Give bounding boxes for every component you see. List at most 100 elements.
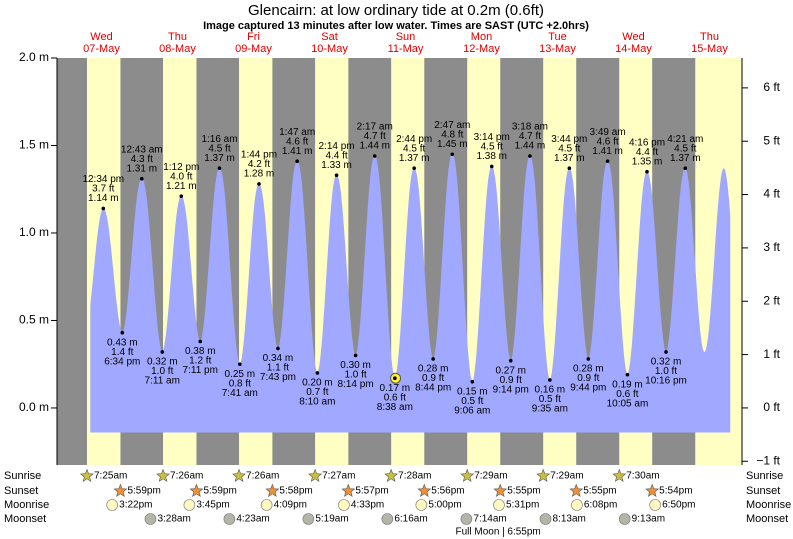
- tide-label: 4.5 ft: [208, 143, 230, 154]
- tide-point: [315, 371, 320, 375]
- sunrise-icon: [308, 468, 323, 482]
- day-weekday: Tue: [548, 31, 567, 43]
- tide-label: 4.7 ft: [519, 131, 541, 142]
- sunrise-icon: [536, 468, 551, 482]
- tide-label: 4.4 ft: [325, 150, 347, 161]
- tide-label: 3:18 am: [512, 122, 548, 133]
- sunrise-time: 7:30am: [626, 471, 659, 482]
- y-tick-label: 0.0 m: [19, 400, 49, 414]
- tide-point: [528, 154, 532, 158]
- row-label-right: Moonrise: [746, 499, 791, 511]
- moonrise-time: 6:50pm: [662, 500, 695, 511]
- tide-label: 9:06 am: [454, 405, 490, 416]
- moonset-icon: [618, 513, 631, 525]
- tide-point: [101, 206, 106, 211]
- tide-label: 0.32 m: [147, 357, 178, 368]
- sunrise-icon: [612, 468, 627, 482]
- tide-label: 1.37 m: [204, 153, 235, 164]
- tide-label: 3:49 am: [590, 127, 626, 138]
- sunset-icon: [113, 483, 128, 497]
- tide-point: [198, 339, 203, 344]
- day-date: 11-May: [388, 43, 424, 55]
- sunset-icon: [493, 483, 508, 497]
- sunset-time: 5:55pm: [583, 486, 616, 497]
- sunrise-time: 7:26am: [170, 471, 203, 482]
- y-tick-label: 1.0 m: [19, 225, 49, 239]
- y-tick-label: 2.0 m: [19, 50, 49, 64]
- tide-label: 1.2 ft: [189, 356, 211, 367]
- tide-point: [353, 353, 358, 358]
- tide-label: 1:16 am: [201, 134, 237, 145]
- moonset-icon: [381, 513, 394, 525]
- tide-point: [450, 152, 455, 157]
- tide-label: 0.27 m: [495, 365, 526, 376]
- day-weekday: Thu: [168, 31, 187, 43]
- tide-label: 4.5 ft: [558, 143, 580, 154]
- sunset-time: 5:56pm: [431, 486, 464, 497]
- moonset-time: 4:23am: [236, 514, 269, 525]
- tide-label: 1.21 m: [166, 181, 197, 192]
- tide-label: 1.44 m: [515, 141, 546, 152]
- day-weekday: Wed: [90, 31, 112, 43]
- tide-label: 1:12 pm: [163, 162, 199, 173]
- tide-label: 4.4 ft: [636, 147, 658, 158]
- chart-subtitle: Image captured 13 minutes after low wate…: [203, 20, 589, 32]
- day-date: 10-May: [311, 43, 348, 55]
- moonrise-icon: [106, 499, 118, 511]
- tide-label: 8:44 pm: [415, 383, 451, 394]
- row-label-left: Moonrise: [4, 499, 49, 511]
- tide-point: [605, 159, 610, 164]
- tide-label: 4.6 ft: [596, 136, 618, 147]
- row-label-left: Moonset: [4, 513, 46, 525]
- y2-tick-label: 4 ft: [763, 187, 780, 201]
- tide-label: 10:05 am: [607, 398, 649, 409]
- tide-label: 0.30 m: [340, 360, 371, 371]
- tide-point: [120, 330, 125, 335]
- tide-label: 3:44 pm: [551, 134, 587, 145]
- moonrise-icon: [493, 499, 505, 511]
- tide-label: 4.3 ft: [131, 154, 153, 165]
- tide-label: 0.6 ft: [384, 392, 406, 403]
- tide-label: 0.38 m: [185, 346, 216, 357]
- sunset-time: 5:57pm: [355, 486, 388, 497]
- tide-label: 6:34 pm: [104, 356, 140, 367]
- tide-label: 1.37 m: [670, 153, 701, 164]
- tide-label: 1:47 am: [279, 127, 315, 138]
- moonset-icon: [144, 513, 157, 525]
- tide-point: [412, 166, 416, 171]
- row-label-left: Sunrise: [4, 470, 41, 482]
- sunrise-icon: [232, 468, 246, 482]
- tide-point: [645, 169, 649, 174]
- tide-point: [664, 350, 668, 354]
- tide-label: 0.43 m: [107, 337, 138, 348]
- tide-label: 0.20 m: [302, 378, 333, 389]
- moonset-icon: [223, 513, 236, 525]
- y-tick-label: 1.5 m: [19, 138, 49, 152]
- tide-point: [295, 159, 299, 164]
- sunset-time: 5:55pm: [507, 486, 540, 497]
- tide-label: 0.28 m: [573, 364, 604, 375]
- tide-label: 1.1 ft: [267, 363, 289, 374]
- tide-point: [393, 376, 397, 381]
- tide-label: 1.0 ft: [151, 366, 173, 377]
- sunset-icon: [569, 483, 584, 497]
- moonrise-icon: [571, 499, 583, 511]
- tide-label: 7:11 pm: [183, 365, 218, 376]
- tide-label: 0.17 m: [380, 383, 411, 394]
- tide-label: 9:44 pm: [570, 383, 606, 394]
- tide-label: 1.0 ft: [344, 370, 366, 381]
- sunrise-icon: [80, 468, 94, 482]
- y-tick-label: 0.5 m: [19, 313, 49, 327]
- tide-label: 1.35 m: [632, 156, 663, 167]
- tide-label: 1.38 m: [476, 151, 507, 162]
- tide-label: 2:14 pm: [319, 141, 355, 152]
- tide-point: [683, 166, 688, 171]
- moonset-time: 7:14am: [473, 514, 506, 525]
- tide-label: 3.7 ft: [92, 184, 114, 195]
- moonrise-icon: [415, 499, 428, 511]
- tide-label: 8:14 pm: [338, 379, 374, 390]
- tide-label: 4:16 pm: [629, 137, 665, 148]
- y2-tick-label: 1 ft: [763, 347, 780, 361]
- tide-point: [257, 182, 261, 186]
- tide-label: 0.6 ft: [616, 389, 638, 400]
